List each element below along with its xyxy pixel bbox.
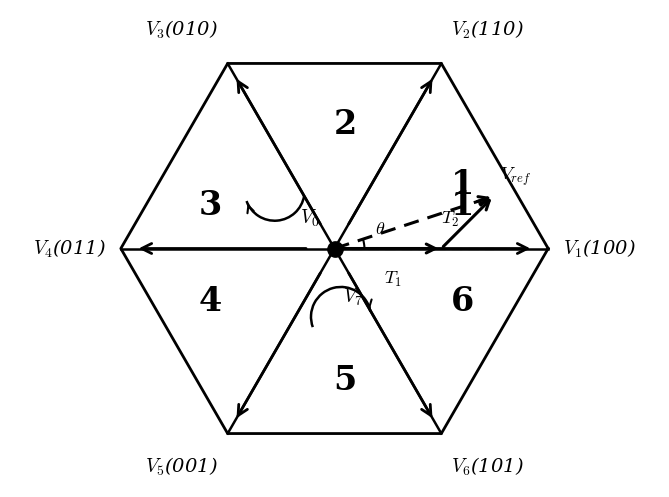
Text: 1: 1 (451, 168, 474, 201)
Text: $V_0$: $V_0$ (300, 208, 320, 229)
Text: $V_4$(011): $V_4$(011) (33, 238, 106, 259)
Text: $V_1$(100): $V_1$(100) (563, 238, 636, 259)
Text: 2: 2 (334, 108, 357, 141)
Text: $T_1$: $T_1$ (384, 270, 402, 289)
Text: $V_2$(110): $V_2$(110) (451, 19, 524, 41)
Text: $T_2$: $T_2$ (442, 210, 460, 229)
Text: $V_5$(001): $V_5$(001) (145, 456, 218, 478)
Text: 3: 3 (199, 189, 222, 222)
Text: $V_7$: $V_7$ (343, 287, 363, 308)
Text: 5: 5 (334, 364, 357, 398)
Text: 4: 4 (199, 285, 222, 319)
Text: 1: 1 (451, 189, 474, 222)
Text: $V_3$(010): $V_3$(010) (145, 19, 218, 41)
Text: $V_{ref}$: $V_{ref}$ (500, 166, 531, 187)
Text: 6: 6 (451, 285, 474, 319)
Text: $\theta$: $\theta$ (375, 220, 385, 238)
Text: $V_6$(101): $V_6$(101) (451, 456, 524, 478)
